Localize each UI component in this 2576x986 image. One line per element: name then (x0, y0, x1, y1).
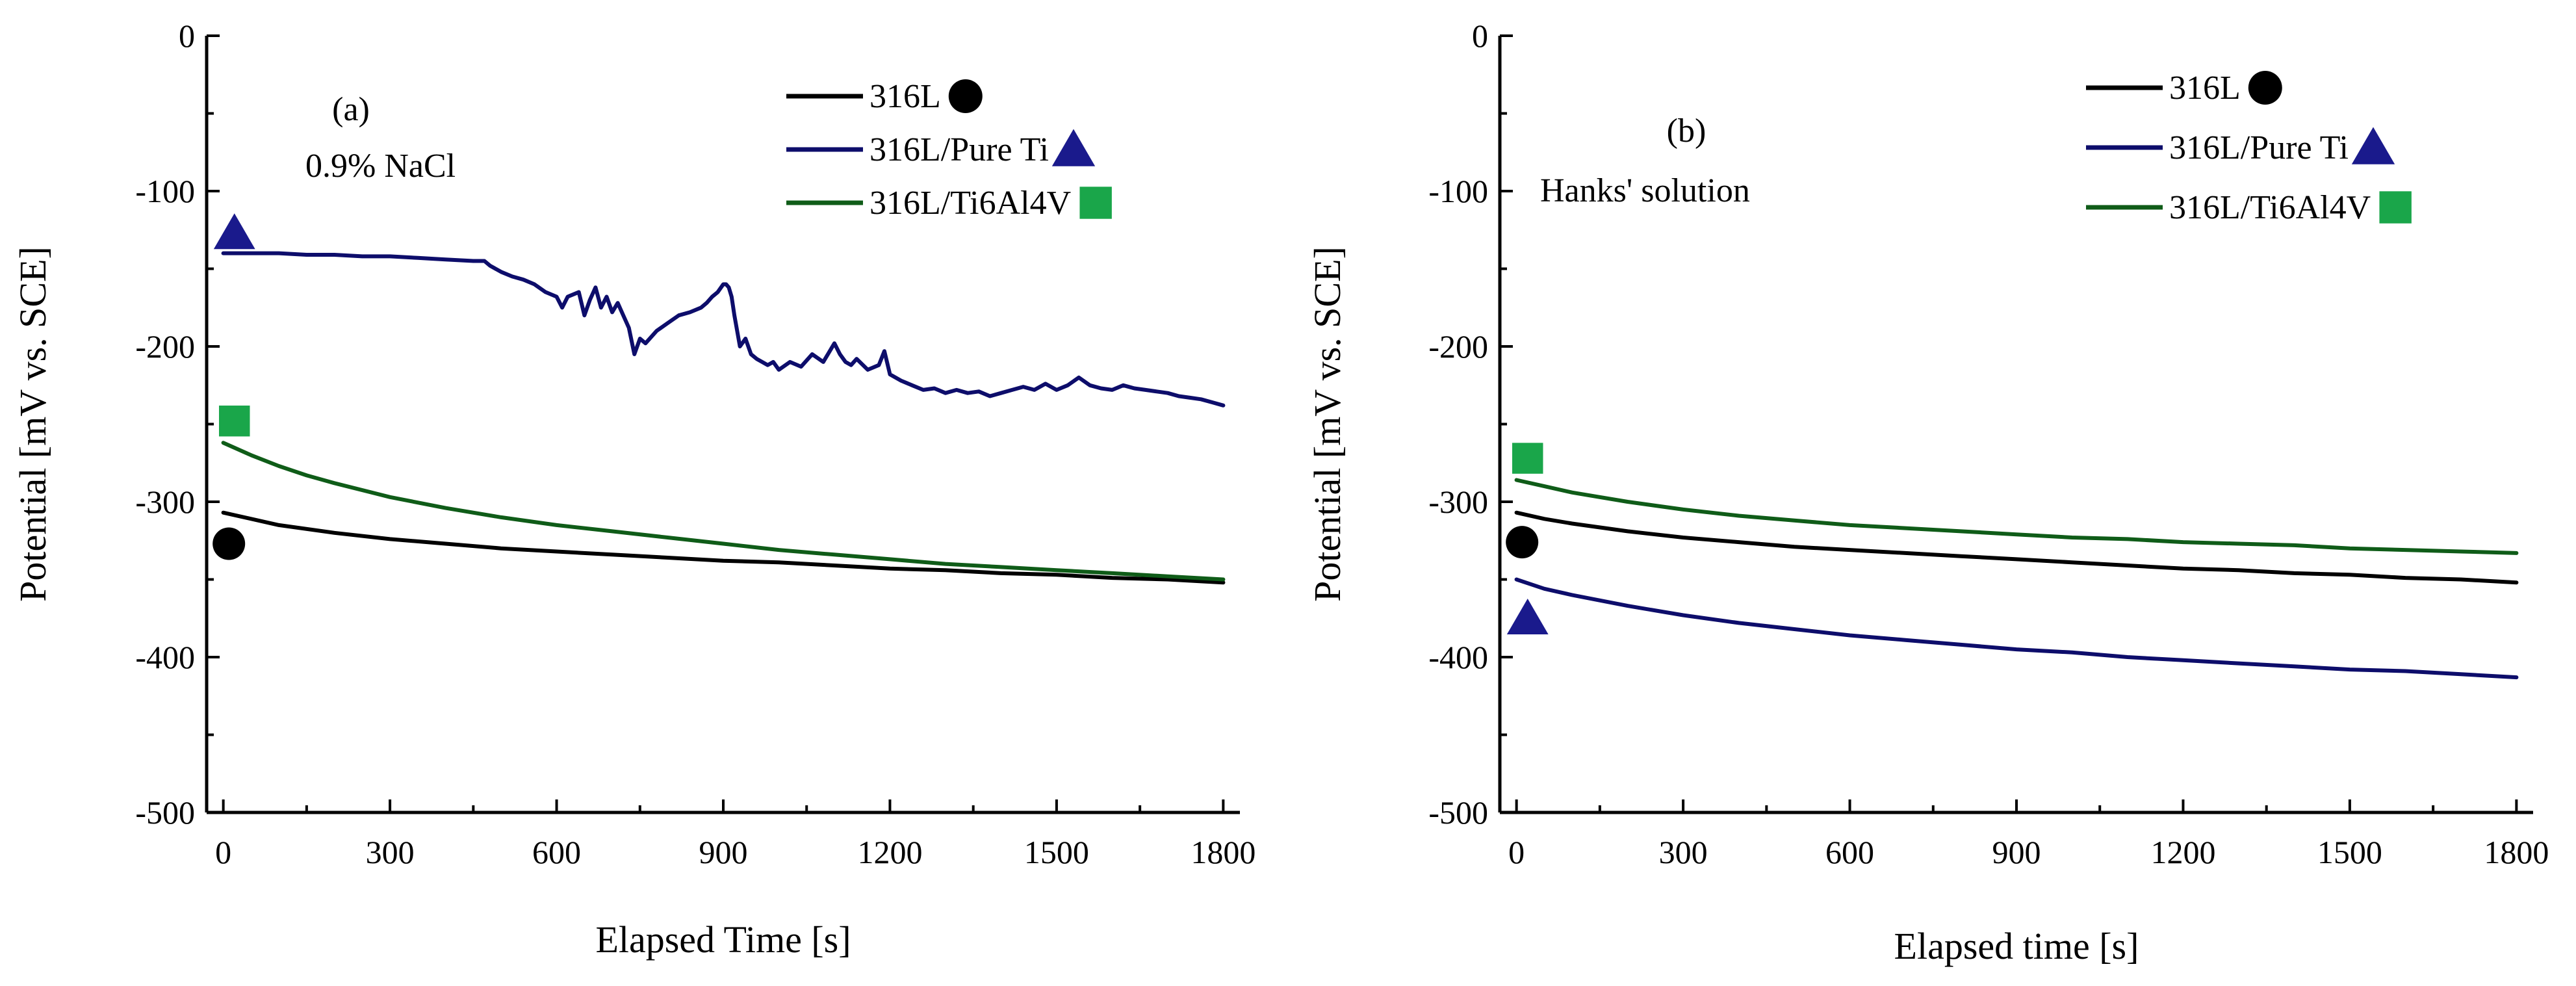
x-tick-label: 1200 (857, 834, 922, 870)
y-tick-label: -300 (1428, 484, 1488, 520)
x-tick-label: 300 (1659, 834, 1708, 870)
legend-label: 316L (869, 78, 941, 115)
series-marker-triangle (1506, 599, 1549, 634)
series-line-316l-ti6al4v (221, 441, 1226, 582)
legend-marker-square (1079, 187, 1112, 219)
legend-marker-triangle (2351, 127, 2395, 164)
chart-panel-a: 0 -100 -200 -300 -400 -500 0 300 600 900 1200 1500 1… (12, 18, 1256, 961)
y-tick-label: -500 (135, 794, 195, 831)
legend-label: 316L/Ti6Al4V (869, 185, 1071, 222)
legend: 316L 316L/Pure Ti 316L/Ti6Al4V (2086, 70, 2412, 226)
x-tick-label: 0 (1508, 834, 1525, 870)
panel-label: (b) (1667, 112, 1707, 149)
y-tick-label: -100 (135, 173, 195, 209)
legend-marker-circle (2248, 71, 2282, 105)
y-tick-label: -500 (1428, 794, 1488, 831)
y-tick-label: -300 (135, 484, 195, 520)
y-axis-title: Potential [mV vs. SCE] (1306, 246, 1348, 602)
x-axis-title: Elapsed time [s] (1894, 925, 2139, 967)
series-line-316l-ti6al4v (1514, 478, 2519, 555)
series-marker-square (218, 405, 250, 437)
x-tick-label: 1500 (2317, 834, 2382, 870)
series-line-316l (221, 510, 1226, 585)
legend-label: 316L/Pure Ti (2169, 129, 2349, 166)
x-tick-label: 900 (699, 834, 748, 870)
y-tick-label: -100 (1428, 173, 1488, 209)
legend-label: 316L/Ti6Al4V (2169, 189, 2371, 226)
x-tick-label: 600 (532, 834, 581, 870)
legend-label: 316L/Pure Ti (869, 131, 1049, 168)
y-tick-label: 0 (1472, 18, 1488, 54)
y-tick-label: -400 (135, 639, 195, 675)
series-marker-square (1512, 443, 1543, 474)
y-tick-label: -200 (135, 328, 195, 365)
panel-label: (a) (332, 91, 370, 128)
x-tick-label: 1800 (1191, 834, 1256, 870)
panel-annotation: 0.9% NaCl (305, 148, 456, 185)
y-tick-label: -400 (1428, 639, 1488, 675)
series-line-316l-pure-ti (221, 251, 1226, 408)
x-axis-title: Elapsed Time [s] (595, 918, 851, 961)
x-tick-label: 600 (1825, 834, 1874, 870)
panel-annotation: Hanks' solution (1540, 172, 1750, 209)
series-line-316l-pure-ti (1514, 577, 2519, 680)
x-tick-label: 1200 (2150, 834, 2215, 870)
y-tick-label: 0 (179, 18, 195, 54)
legend-marker-triangle (1051, 129, 1096, 166)
x-tick-label: 900 (1992, 834, 2041, 870)
chart-panel-b: 0 -100 -200 -300 -400 -500 0 300 600 900 1200 1500 1… (1306, 18, 2549, 967)
y-tick-label: -200 (1428, 328, 1488, 365)
series-line-316l (1514, 510, 2519, 585)
legend-marker-circle (948, 79, 983, 113)
series-marker-triangle (213, 213, 255, 250)
x-tick-label: 0 (215, 834, 231, 870)
legend: 316L 316L/Pure Ti 316L/Ti6Al4V (786, 78, 1112, 222)
series-marker-circle (213, 527, 246, 560)
legend-marker-square (2379, 191, 2412, 224)
x-tick-label: 1800 (2484, 834, 2549, 870)
legend-label: 316L (2169, 70, 2241, 107)
series-marker-circle (1506, 526, 1539, 559)
x-tick-label: 300 (366, 834, 415, 870)
y-axis-title: Potential [mV vs. SCE] (12, 246, 54, 602)
x-tick-label: 1500 (1024, 834, 1089, 870)
